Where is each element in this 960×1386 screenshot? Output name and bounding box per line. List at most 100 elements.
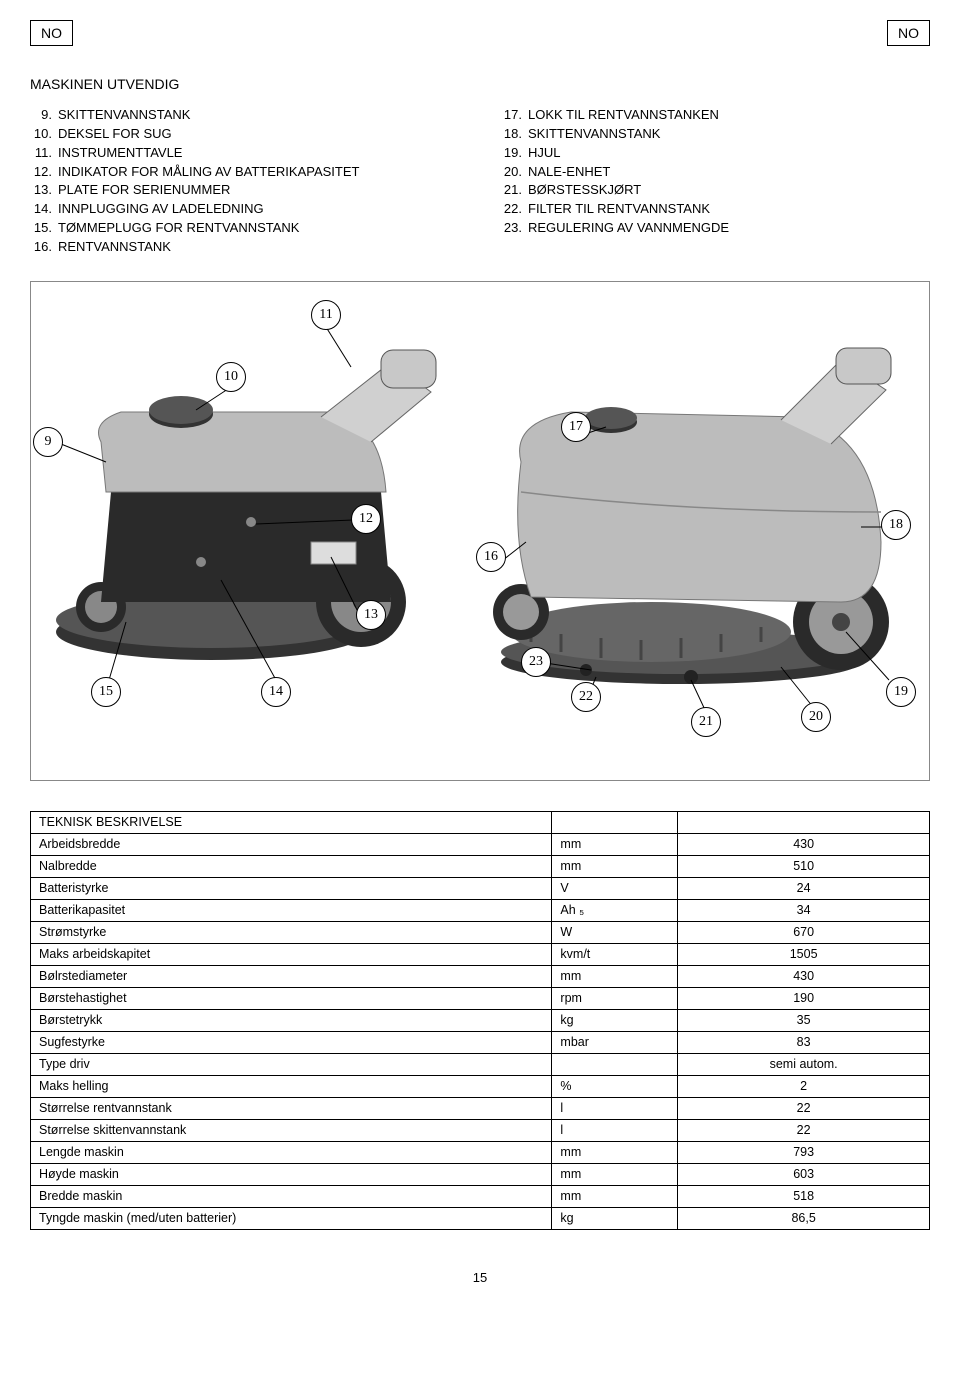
- spec-label: Maks helling: [31, 1075, 552, 1097]
- parts-list-text: RENTVANNSTANK: [58, 238, 460, 257]
- spec-value: 603: [678, 1163, 930, 1185]
- lang-box-left: NO: [30, 20, 73, 46]
- spec-label: Tyngde maskin (med/uten batterier): [31, 1207, 552, 1229]
- spec-unit: kg: [552, 1009, 678, 1031]
- section-title: MASKINEN UTVENDIG: [30, 76, 930, 92]
- spec-label: Strømstyrke: [31, 921, 552, 943]
- spec-label: Nalbredde: [31, 855, 552, 877]
- parts-list-num: 9.: [30, 106, 58, 125]
- callout-15: 15: [91, 677, 121, 707]
- spec-value: 2: [678, 1075, 930, 1097]
- leader-lines: [31, 282, 931, 782]
- parts-list-row: 20.NALE-ENHET: [500, 163, 930, 182]
- spec-value: 670: [678, 921, 930, 943]
- parts-list-text: FILTER TIL RENTVANNSTANK: [528, 200, 930, 219]
- spec-label: Bølrstediameter: [31, 965, 552, 987]
- callout-14: 14: [261, 677, 291, 707]
- callout-12: 12: [351, 504, 381, 534]
- spec-label: Børstehastighet: [31, 987, 552, 1009]
- spec-row: Bølrstediametermm430: [31, 965, 930, 987]
- parts-list-text: INDIKATOR FOR MÅLING AV BATTERIKAPASITET: [58, 163, 460, 182]
- spec-value: 83: [678, 1031, 930, 1053]
- spec-value: 86,5: [678, 1207, 930, 1229]
- parts-list-row: 15.TØMMEPLUGG FOR RENTVANNSTANK: [30, 219, 460, 238]
- parts-list-row: 13.PLATE FOR SERIENUMMER: [30, 181, 460, 200]
- parts-list-row: 17.LOKK TIL RENTVANNSTANKEN: [500, 106, 930, 125]
- spec-row: Størrelse skittenvannstankl22: [31, 1119, 930, 1141]
- spec-row: Maks arbeidskapitetkvm/t1505: [31, 943, 930, 965]
- spec-value: 34: [678, 899, 930, 921]
- spec-value: 518: [678, 1185, 930, 1207]
- spec-row: Arbeidsbreddemm430: [31, 833, 930, 855]
- spec-value: 430: [678, 833, 930, 855]
- page-number: 15: [30, 1270, 930, 1285]
- spec-label: Høyde maskin: [31, 1163, 552, 1185]
- spec-unit: rpm: [552, 987, 678, 1009]
- parts-list-text: BØRSTESSKJØRT: [528, 181, 930, 200]
- spec-row: Høyde maskinmm603: [31, 1163, 930, 1185]
- spec-label: Sugfestyrke: [31, 1031, 552, 1053]
- parts-list-text: PLATE FOR SERIENUMMER: [58, 181, 460, 200]
- parts-list-row: 22.FILTER TIL RENTVANNSTANK: [500, 200, 930, 219]
- spec-value: 35: [678, 1009, 930, 1031]
- spec-unit: mm: [552, 1141, 678, 1163]
- parts-list-row: 14.INNPLUGGING AV LADELEDNING: [30, 200, 460, 219]
- parts-list-num: 10.: [30, 125, 58, 144]
- parts-list-text: TØMMEPLUGG FOR RENTVANNSTANK: [58, 219, 460, 238]
- spec-label: Lengde maskin: [31, 1141, 552, 1163]
- parts-list-num: 22.: [500, 200, 528, 219]
- parts-list-num: 12.: [30, 163, 58, 182]
- spec-value: semi autom.: [678, 1053, 930, 1075]
- parts-list-text: REGULERING AV VANNMENGDE: [528, 219, 930, 238]
- spec-label: Størrelse skittenvannstank: [31, 1119, 552, 1141]
- parts-list-row: 11.INSTRUMENTTAVLE: [30, 144, 460, 163]
- callout-18: 18: [881, 510, 911, 540]
- spec-value: 22: [678, 1119, 930, 1141]
- spec-label: Arbeidsbredde: [31, 833, 552, 855]
- parts-list: 9. SKITTENVANNSTANK 10.DEKSEL FOR SUG11.IN…: [30, 106, 930, 257]
- callout-20: 20: [801, 702, 831, 732]
- spec-value: 22: [678, 1097, 930, 1119]
- spec-label: Størrelse rentvannstank: [31, 1097, 552, 1119]
- parts-list-row: 19.HJUL: [500, 144, 930, 163]
- spec-row: Bredde maskinmm518: [31, 1185, 930, 1207]
- spec-unit: V: [552, 877, 678, 899]
- parts-list-row: 18.SKITTENVANNSTANK: [500, 125, 930, 144]
- callout-17: 17: [561, 412, 591, 442]
- parts-list-text: LOKK TIL RENTVANNSTANKEN: [528, 106, 930, 125]
- spec-row: Lengde maskinmm793: [31, 1141, 930, 1163]
- parts-col-left: 9.SKITTENVANNSTANK10.DEKSEL FOR SUG11.IN…: [30, 106, 460, 257]
- callout-11: 11: [311, 300, 341, 330]
- parts-list-num: 19.: [500, 144, 528, 163]
- spec-empty: [552, 811, 678, 833]
- spec-value: 24: [678, 877, 930, 899]
- spec-unit: mm: [552, 1163, 678, 1185]
- parts-list-num: 20.: [500, 163, 528, 182]
- parts-list-row: 10.DEKSEL FOR SUG: [30, 125, 460, 144]
- spec-row: StrømstyrkeW670: [31, 921, 930, 943]
- spec-label: Batteristyrke: [31, 877, 552, 899]
- figure-box: 11109121315141617182322212019: [30, 281, 930, 781]
- spec-label: Bredde maskin: [31, 1185, 552, 1207]
- parts-list-text: HJUL: [528, 144, 930, 163]
- spec-table-title: TEKNISK BESKRIVELSE: [31, 811, 552, 833]
- callout-19: 19: [886, 677, 916, 707]
- callout-16: 16: [476, 542, 506, 572]
- spec-row: Størrelse rentvannstankl22: [31, 1097, 930, 1119]
- parts-list-text: DEKSEL FOR SUG: [58, 125, 460, 144]
- spec-row: BatteristyrkeV24: [31, 877, 930, 899]
- spec-unit: [552, 1053, 678, 1075]
- callout-9: 9: [33, 427, 63, 457]
- callout-13: 13: [356, 600, 386, 630]
- parts-list-num: 14.: [30, 200, 58, 219]
- spec-label: Maks arbeidskapitet: [31, 943, 552, 965]
- spec-unit: mm: [552, 1185, 678, 1207]
- spec-unit: mm: [552, 965, 678, 987]
- spec-label: Batterikapasitet: [31, 899, 552, 921]
- spec-empty: [678, 811, 930, 833]
- spec-value: 510: [678, 855, 930, 877]
- parts-list-num: 18.: [500, 125, 528, 144]
- spec-unit: mm: [552, 833, 678, 855]
- spec-unit: Ah ₅: [552, 899, 678, 921]
- parts-list-text: SKITTENVANNSTANK: [528, 125, 930, 144]
